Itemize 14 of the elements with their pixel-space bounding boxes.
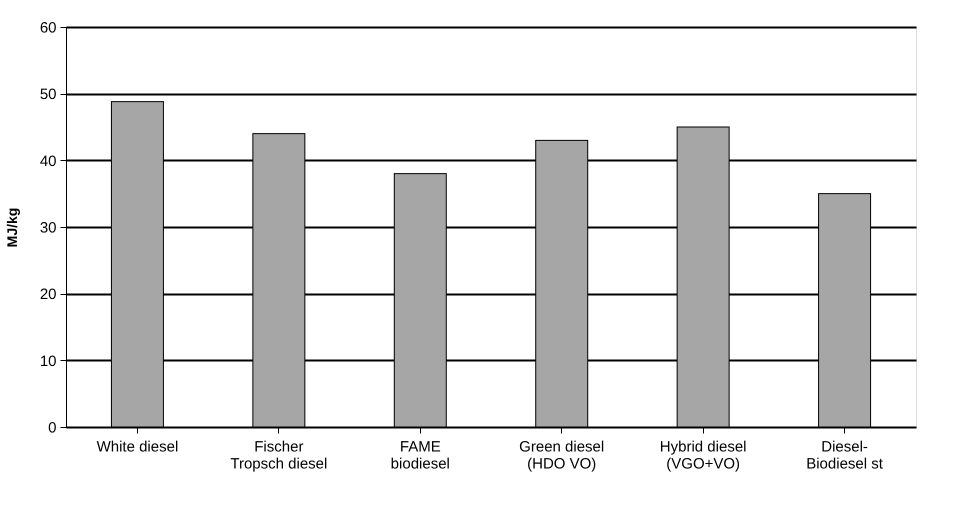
y-tick-label: 30 xyxy=(40,220,56,236)
y-tick-label: 20 xyxy=(40,286,56,304)
y-tick-label: 60 xyxy=(40,20,56,36)
y-tick-label: 50 xyxy=(40,86,56,104)
y-axis-title: MJ/kg xyxy=(4,208,20,248)
y-tick-label: 40 xyxy=(40,152,56,170)
x-tick-label: FAME biodiesel xyxy=(390,438,450,472)
x-tick-label: Green diesel (HDO VO) xyxy=(519,438,604,472)
x-tick-label: Diesel- Biodiesel st xyxy=(806,438,884,472)
x-tick-label: Hybrid diesel (VGO+VO) xyxy=(660,438,747,472)
x-tick-label: Fischer Tropsch diesel xyxy=(230,438,328,472)
x-tick-label: White diesel xyxy=(96,438,178,456)
y-tick-label: 10 xyxy=(40,352,56,370)
y-tick-label: 0 xyxy=(48,420,56,436)
